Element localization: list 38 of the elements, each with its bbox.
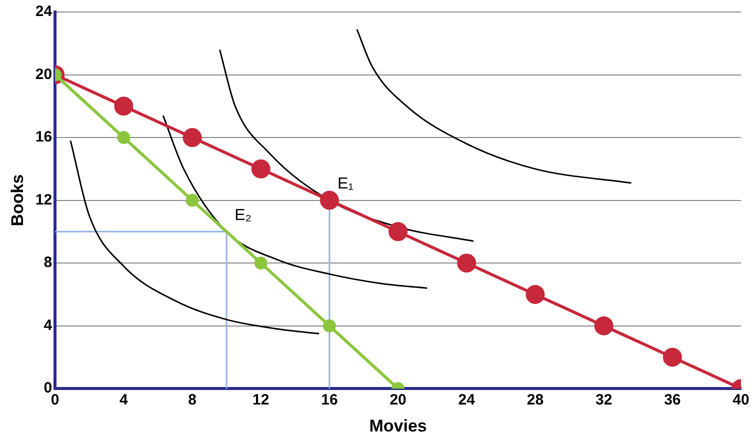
x-tick-label: 36 (664, 392, 681, 409)
point (322, 319, 336, 332)
y-tick-label: 12 (35, 191, 52, 208)
point (388, 222, 408, 242)
y-tick-label: 24 (35, 3, 53, 20)
point (662, 348, 682, 367)
point (117, 131, 130, 144)
line-series (218, 48, 474, 242)
point (114, 96, 134, 116)
x-tick-label: 40 (732, 392, 750, 409)
point (320, 190, 339, 210)
line-series (70, 140, 320, 334)
x-tick-label: 8 (188, 392, 196, 409)
y-tick-label: 0 (44, 380, 52, 397)
point (457, 254, 476, 273)
point (594, 316, 614, 336)
point (251, 159, 270, 178)
y-axis-title: Books (8, 174, 27, 226)
x-axis-title: Movies (369, 416, 427, 436)
x-tick-label: 12 (252, 392, 270, 409)
y-tick-label: 4 (44, 316, 53, 334)
point (526, 284, 545, 304)
annotation: E₁ (337, 176, 354, 193)
point (186, 194, 199, 207)
point (182, 128, 202, 148)
line-series (162, 114, 428, 289)
point (254, 256, 268, 270)
y-tick-label: 16 (35, 128, 52, 146)
x-tick-label: 20 (390, 392, 406, 409)
x-tick-label: 24 (458, 392, 476, 409)
y-tick-label: 20 (35, 66, 52, 83)
y-tick-label: 8 (44, 254, 52, 272)
annotation: E₂ (234, 207, 252, 224)
x-tick-label: 16 (321, 392, 338, 409)
x-tick-label: 32 (595, 392, 612, 409)
line-series (356, 28, 632, 184)
x-tick-label: 28 (526, 392, 544, 409)
x-tick-label: 4 (120, 392, 129, 409)
